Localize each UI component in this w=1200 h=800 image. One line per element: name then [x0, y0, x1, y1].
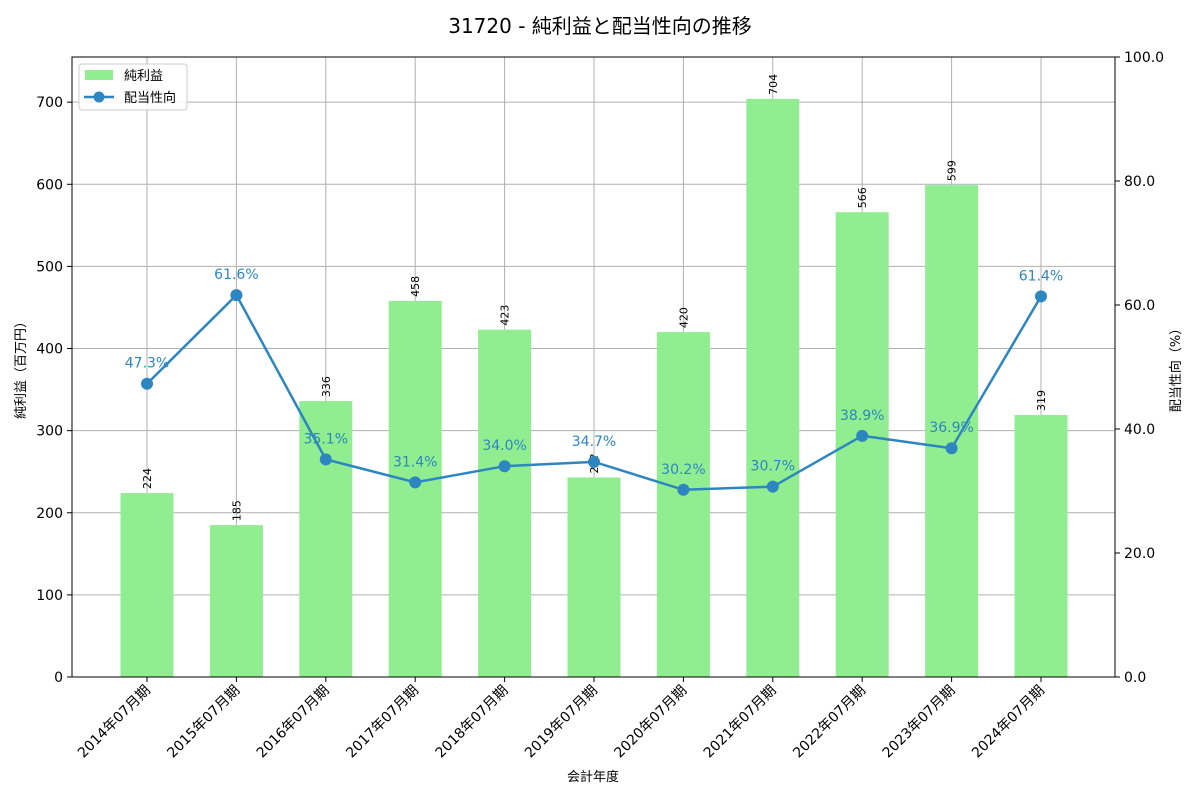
y-axis-left-label: 純利益（百万円）: [14, 315, 29, 419]
chart-title: 31720 - 純利益と配当性向の推移: [448, 14, 752, 38]
y-tick-label: 0: [54, 670, 63, 686]
bar: [1014, 415, 1068, 677]
legend-label-net-income: 純利益: [124, 69, 163, 84]
bar: [567, 477, 621, 677]
y-tick-label: 600: [36, 177, 63, 193]
legend: 純利益 配当性向: [78, 63, 188, 111]
data-point-marker: [230, 289, 243, 302]
legend-marker-icon: [93, 91, 105, 103]
line-value-labels: 47.3% 61.6% 35.1% 31.4% 34.0% 34.7% 30.2% 30.7%…: [125, 267, 1063, 478]
y-axis-right: 0.0 20.0 40.0 60.0 80.0 100.0: [1115, 50, 1164, 686]
x-tick-label: 2024年07月期: [969, 683, 1048, 762]
bar-value-label: 423: [499, 305, 512, 326]
bar-value-label: 566: [856, 187, 869, 208]
payout-ratio-value-label: 61.6%: [214, 267, 258, 283]
x-tick-label: 2020年07月期: [611, 683, 690, 762]
y-tick-label: 100: [36, 588, 63, 604]
data-point-marker: [677, 483, 690, 496]
x-tick-label: 2016年07月期: [254, 683, 333, 762]
payout-ratio-value-label: 31.4%: [393, 454, 437, 470]
bar-value-label: 224: [141, 468, 154, 489]
data-point-marker: [766, 480, 779, 493]
bar-value-label: 420: [677, 307, 690, 328]
data-point-marker: [319, 453, 332, 466]
y-right-tick-label: 40.0: [1124, 422, 1155, 438]
y-tick-label: 400: [36, 342, 63, 358]
bar-series-net-income: [120, 98, 1068, 677]
y-right-tick-label: 100.0: [1124, 50, 1164, 66]
payout-ratio-value-label: 36.9%: [929, 420, 973, 436]
legend-bar-swatch: [85, 70, 113, 80]
bar: [478, 329, 532, 677]
bar-value-label: 599: [946, 160, 959, 181]
y-right-tick-label: 80.0: [1124, 174, 1155, 190]
payout-ratio-value-label: 30.7%: [751, 459, 795, 475]
line-series-payout-ratio: [141, 289, 1047, 496]
legend-label-payout-ratio: 配当性向: [124, 90, 176, 106]
bar-value-label: 336: [320, 376, 333, 397]
bar-value-label: 458: [409, 276, 422, 297]
payout-ratio-value-label: 38.9%: [840, 408, 884, 424]
y-tick-label: 200: [36, 506, 63, 522]
bar-value-label: 704: [767, 74, 780, 95]
x-tick-label: 2018年07月期: [433, 683, 512, 762]
data-point-marker: [856, 429, 869, 442]
x-tick-label: 2014年07月期: [75, 683, 154, 762]
x-tick-label: 2017年07月期: [343, 683, 422, 762]
bar: [120, 493, 174, 677]
x-tick-label: 2023年07月期: [880, 683, 959, 762]
payout-ratio-value-label: 34.7%: [572, 434, 616, 450]
x-tick-label: 2019年07月期: [522, 683, 601, 762]
y-axis-left: 0 100 200 300 400 500 600 700: [36, 95, 72, 686]
x-axis: 2014年07月期 2015年07月期 2016年07月期 2017年07月期 2018…: [75, 677, 1048, 761]
bar: [209, 525, 263, 677]
bar-value-label: 319: [1035, 390, 1048, 411]
payout-ratio-value-label: 35.1%: [304, 431, 348, 447]
data-point-marker: [141, 377, 153, 390]
x-tick-label: 2015年07月期: [164, 683, 243, 762]
y-axis-right-label: 配当性向（%）: [1168, 322, 1184, 412]
bar-value-label: 185: [230, 500, 243, 521]
x-tick-label: 2021年07月期: [701, 683, 780, 762]
data-point-marker: [1035, 290, 1047, 303]
x-tick-label: 2022年07月期: [790, 683, 869, 762]
data-point-marker: [409, 476, 422, 489]
y-right-tick-label: 20.0: [1124, 546, 1155, 562]
y-right-tick-label: 60.0: [1124, 298, 1155, 314]
bar: [746, 98, 800, 677]
payout-ratio-value-label: 61.4%: [1019, 268, 1063, 284]
y-tick-label: 700: [36, 95, 63, 111]
payout-ratio-value-label: 47.3%: [125, 356, 169, 372]
bar: [925, 185, 979, 677]
data-point-marker: [945, 442, 958, 455]
payout-ratio-value-label: 34.0%: [482, 438, 526, 454]
y-tick-label: 500: [36, 259, 63, 275]
data-point-marker: [498, 460, 511, 473]
y-right-tick-label: 0.0: [1124, 670, 1146, 686]
x-axis-label: 会計年度: [567, 769, 619, 785]
data-point-marker: [588, 455, 600, 468]
bar: [656, 332, 710, 677]
y-tick-label: 300: [36, 424, 63, 440]
payout-ratio-value-label: 30.2%: [661, 462, 705, 478]
bar: [388, 300, 442, 677]
bar: [835, 212, 889, 677]
bar: [299, 401, 353, 677]
